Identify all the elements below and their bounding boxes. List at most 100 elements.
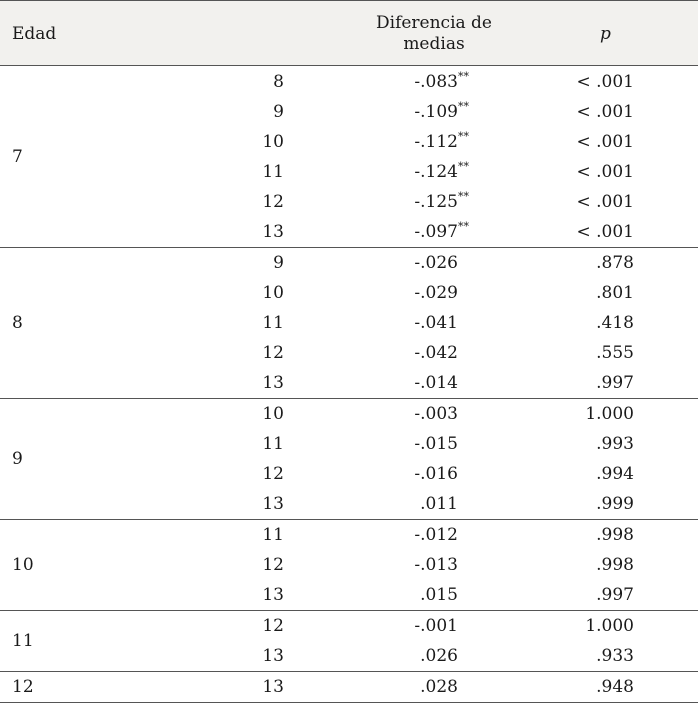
mean-difference-cell: -.012 [414, 525, 458, 545]
group-edad-7: 7 8 -.083 ** < .001 9 -.109 ** < .001 10 -.112 ** < … [0, 67, 698, 248]
significance-marker: ** [458, 160, 469, 173]
p-value-cell: < .001 [576, 72, 635, 92]
mean-difference-cell: -.014 [414, 373, 458, 393]
group-edad-10: 10 11 -.012 .998 12 -.013 .998 13 .015 .997 [0, 520, 698, 611]
mean-difference-cell: -.042 [414, 343, 458, 363]
group-edad-label: 10 [12, 555, 34, 575]
group-edad-label: 11 [12, 631, 34, 651]
p-value-cell: .994 [596, 464, 634, 484]
significance-marker: ** [458, 130, 469, 143]
p-value-cell: .999 [596, 494, 634, 514]
table-row: 12 -.013 .998 [0, 550, 698, 580]
compared-age-cell: 12 [262, 343, 284, 363]
table-row: 9 -.109 ** < .001 [0, 97, 698, 127]
p-value-cell: < .001 [576, 162, 635, 182]
compared-age-cell: 11 [262, 525, 284, 545]
mean-difference-cell: .028 [420, 677, 458, 697]
compared-age-cell: 13 [262, 494, 284, 514]
mean-difference-cell: -.124 [414, 162, 458, 182]
mean-difference-cell: -.097 [414, 222, 458, 242]
mean-difference-cell: -.003 [414, 404, 458, 424]
mean-difference-cell: -.016 [414, 464, 458, 484]
significance-marker: ** [458, 100, 469, 113]
table-row: 10 -.003 1.000 [0, 399, 698, 429]
group-edad-12: 12 13 .028 .948 [0, 672, 698, 703]
table-row: 12 -.042 .555 [0, 338, 698, 368]
p-value-cell: .933 [596, 646, 634, 666]
table-row: 12 -.016 .994 [0, 459, 698, 489]
table-row: 11 -.015 .993 [0, 429, 698, 459]
compared-age-cell: 13 [262, 585, 284, 605]
p-value-cell: .948 [596, 677, 634, 697]
compared-age-cell: 10 [262, 283, 284, 303]
significance-marker: ** [458, 190, 469, 203]
p-value-cell: .878 [596, 253, 634, 273]
compared-age-cell: 13 [262, 222, 284, 242]
header-diferencia-de-medias: Diferencia de medias [376, 13, 492, 54]
table-row: 13 .011 .999 [0, 489, 698, 519]
compared-age-cell: 11 [262, 313, 284, 333]
compared-age-cell: 12 [262, 616, 284, 636]
table-row: 8 -.083 ** < .001 [0, 67, 698, 97]
p-value-cell: < .001 [576, 132, 635, 152]
compared-age-cell: 11 [262, 434, 284, 454]
compared-age-cell: 10 [262, 404, 284, 424]
mean-difference-cell: -.125 [414, 192, 458, 212]
group-edad-9: 9 10 -.003 1.000 11 -.015 .993 12 -.016 .994 13 .01… [0, 399, 698, 520]
table-row: 10 -.029 .801 [0, 278, 698, 308]
p-value-cell: < .001 [576, 192, 635, 212]
mean-difference-cell: .015 [420, 585, 458, 605]
p-value-cell: .997 [596, 585, 634, 605]
mean-difference-cell: -.041 [414, 313, 458, 333]
compared-age-cell: 11 [262, 162, 284, 182]
compared-age-cell: 13 [262, 373, 284, 393]
mean-difference-cell: .011 [420, 494, 458, 514]
table-row: 11 -.041 .418 [0, 308, 698, 338]
mean-difference-cell: -.015 [414, 434, 458, 454]
compared-age-cell: 10 [262, 132, 284, 152]
compared-age-cell: 12 [262, 464, 284, 484]
mean-difference-cell: -.026 [414, 253, 458, 273]
table-row: 11 -.124 ** < .001 [0, 157, 698, 187]
p-value-cell: .998 [596, 525, 634, 545]
table-row: 11 -.012 .998 [0, 520, 698, 550]
table-row: 9 -.026 .878 [0, 248, 698, 278]
group-edad-label: 8 [12, 313, 23, 333]
mean-difference-cell: -.001 [414, 616, 458, 636]
group-edad-label: 7 [12, 147, 23, 167]
table-row: 12 -.125 ** < .001 [0, 187, 698, 217]
table-row: 13 -.014 .997 [0, 368, 698, 398]
table-row: 12 -.001 1.000 [0, 611, 698, 641]
p-value-cell: .998 [596, 555, 634, 575]
header-p: p [600, 24, 611, 44]
p-value-cell: 1.000 [585, 616, 634, 636]
table-row: 13 .015 .997 [0, 580, 698, 610]
mean-difference-cell: -.109 [414, 102, 458, 122]
p-value-cell: .993 [596, 434, 634, 454]
table-header: Edad Diferencia de medias p [0, 0, 698, 66]
table-row: 13 .028 .948 [0, 672, 698, 702]
table-row: 13 .026 .933 [0, 641, 698, 671]
compared-age-cell: 9 [273, 102, 284, 122]
p-value-cell: .555 [596, 343, 634, 363]
compared-age-cell: 13 [262, 646, 284, 666]
table-row: 13 -.097 ** < .001 [0, 217, 698, 247]
p-value-cell: .997 [596, 373, 634, 393]
compared-age-cell: 13 [262, 677, 284, 697]
compared-age-cell: 9 [273, 253, 284, 273]
header-edad: Edad [12, 24, 57, 44]
compared-age-cell: 8 [273, 72, 284, 92]
mean-difference-cell: -.112 [414, 132, 458, 152]
p-value-cell: < .001 [576, 222, 635, 242]
compared-age-cell: 12 [262, 555, 284, 575]
mean-difference-cell: .026 [420, 646, 458, 666]
group-edad-8: 8 9 -.026 .878 10 -.029 .801 11 -.041 .418 12 -.042… [0, 248, 698, 399]
group-edad-label: 9 [12, 449, 23, 469]
p-value-cell: < .001 [576, 102, 635, 122]
compared-age-cell: 12 [262, 192, 284, 212]
significance-marker: ** [458, 220, 469, 233]
p-value-cell: .801 [596, 283, 634, 303]
p-value-cell: .418 [596, 313, 634, 333]
group-edad-label: 12 [12, 677, 34, 697]
